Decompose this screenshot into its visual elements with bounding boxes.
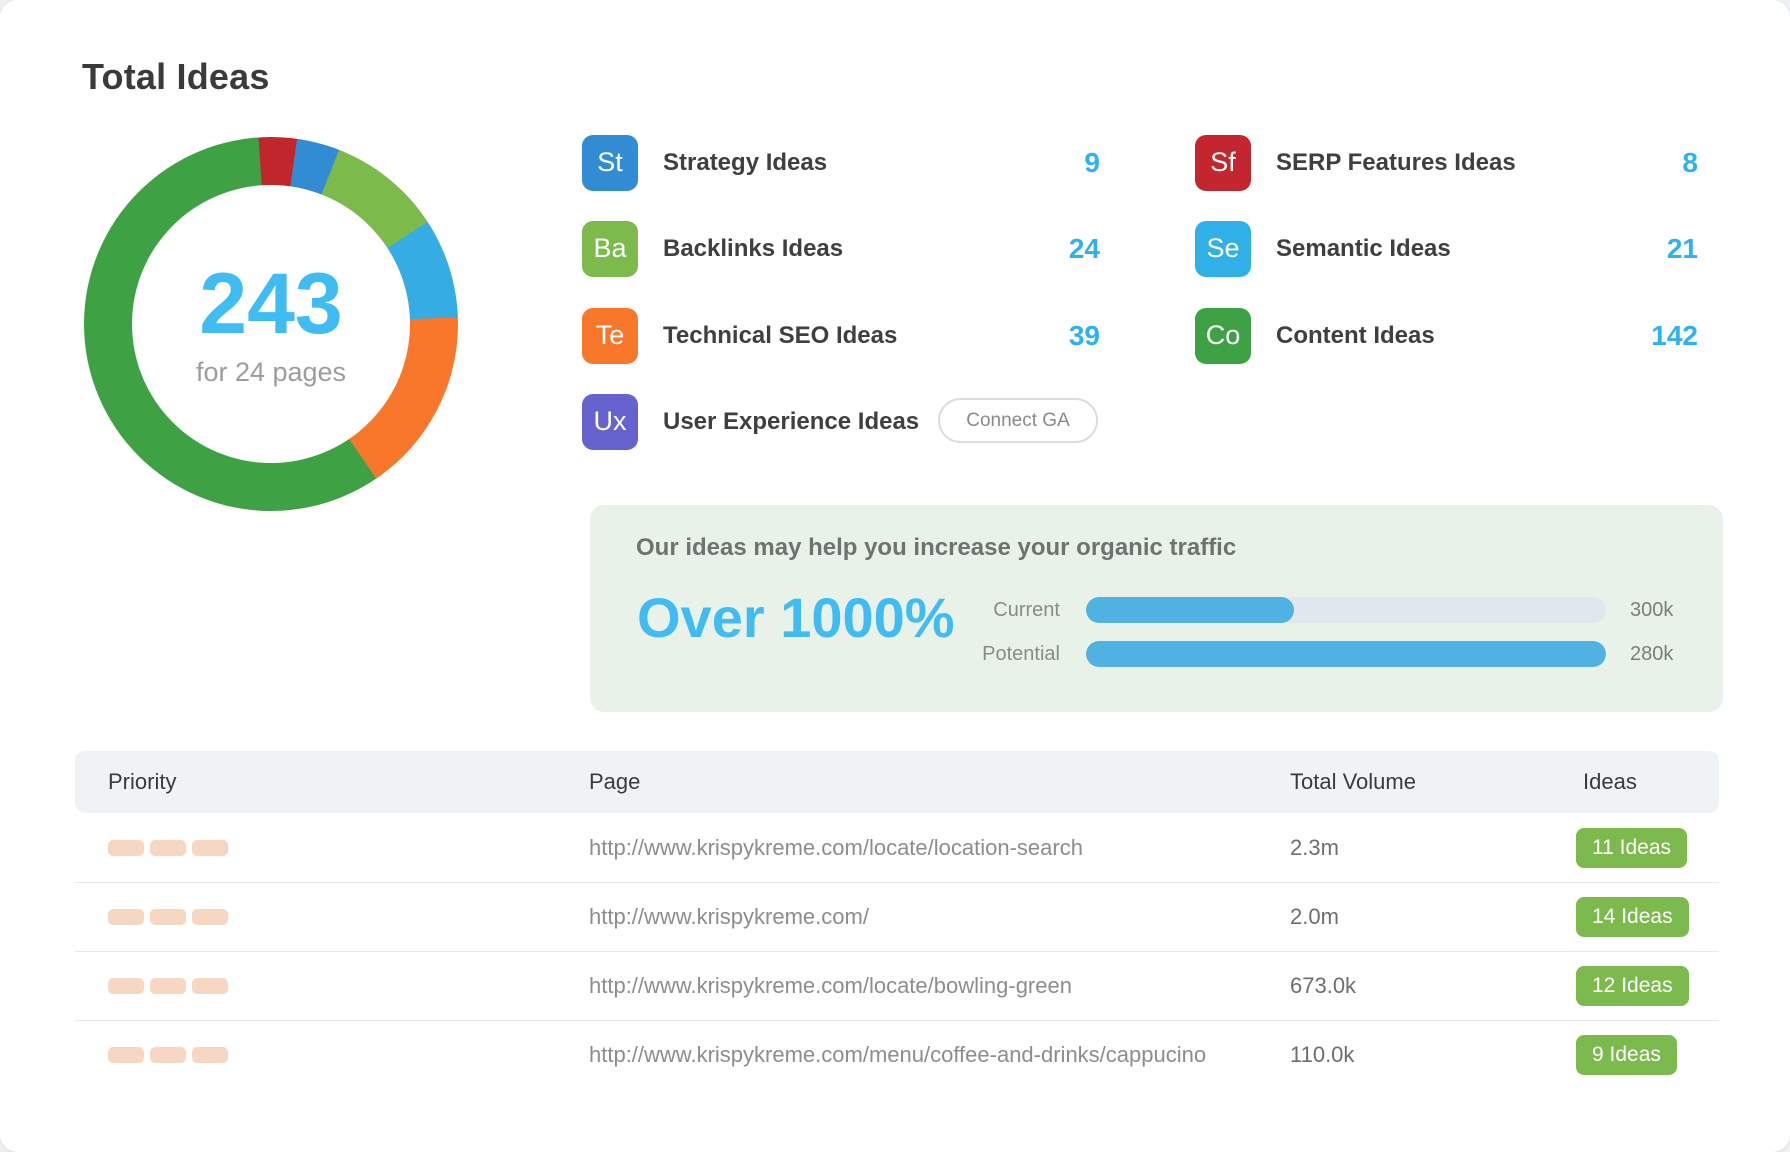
backlinks-icon: Ba bbox=[582, 220, 638, 277]
ideas-badge[interactable]: 14 Ideas bbox=[1576, 896, 1689, 937]
legend-count[interactable]: 24 bbox=[1068, 232, 1100, 264]
content-icon: Co bbox=[1195, 307, 1251, 364]
priority-pill bbox=[150, 977, 186, 994]
priority-pill bbox=[108, 839, 144, 856]
legend-item-strategy: St Strategy Ideas 9 bbox=[582, 134, 1100, 191]
legend-label: Content Ideas bbox=[1276, 321, 1435, 349]
organic-traffic-banner: Our ideas may help you increase your org… bbox=[590, 505, 1723, 712]
potential-bar-value: 280k bbox=[1630, 642, 1674, 665]
table-row: http://www.krispykreme.com/ 2.0m 14 Idea… bbox=[75, 882, 1719, 951]
ideas-donut-chart: 243 for 24 pages bbox=[84, 137, 458, 511]
priority-pill bbox=[192, 908, 228, 925]
priority-pill bbox=[192, 1046, 228, 1063]
current-traffic-bar-row: Current 300k bbox=[960, 597, 1680, 623]
legend-item-semantic: Se Semantic Ideas 21 bbox=[1195, 220, 1698, 277]
row-divider bbox=[75, 951, 1719, 952]
column-header-ideas: Ideas bbox=[1583, 769, 1637, 794]
legend-label: User Experience Ideas bbox=[663, 407, 920, 435]
legend-label: Backlinks Ideas bbox=[663, 234, 844, 262]
page-url[interactable]: http://www.krispykreme.com/locate/bowlin… bbox=[589, 972, 1072, 998]
row-divider bbox=[75, 1020, 1719, 1021]
connect-ga-button[interactable]: Connect GA bbox=[938, 398, 1098, 443]
column-header-page: Page bbox=[589, 769, 641, 794]
column-header-priority: Priority bbox=[108, 769, 177, 794]
potential-traffic-bar-row: Potential 280k bbox=[960, 641, 1680, 667]
legend-count[interactable]: 9 bbox=[1084, 146, 1100, 178]
ideas-badge[interactable]: 11 Ideas bbox=[1576, 827, 1688, 868]
table-header: Priority Page Total Volume Ideas bbox=[75, 751, 1719, 813]
current-bar-value: 300k bbox=[1630, 598, 1674, 621]
table-row: http://www.krispykreme.com/menu/coffee-a… bbox=[75, 1020, 1719, 1089]
legend-item-content: Co Content Ideas 142 bbox=[1195, 307, 1698, 364]
banner-heading: Our ideas may help you increase your org… bbox=[636, 534, 1237, 561]
legend-label: Strategy Ideas bbox=[663, 148, 828, 176]
priority-pill bbox=[150, 1046, 186, 1063]
ideas-cell: 14 Ideas bbox=[1576, 896, 1689, 937]
legend-count[interactable]: 21 bbox=[1666, 232, 1698, 264]
donut-subtitle: for 24 pages bbox=[195, 356, 347, 387]
priority-pill bbox=[108, 908, 144, 925]
legend-item-user-experience: Ux User Experience Ideas bbox=[582, 393, 1100, 450]
legend-label: SERP Features Ideas bbox=[1276, 148, 1516, 176]
priority-pill bbox=[192, 977, 228, 994]
strategy-icon: St bbox=[582, 134, 638, 191]
legend-item-technical-seo: Te Technical SEO Ideas 39 bbox=[582, 307, 1100, 364]
column-header-total-volume: Total Volume bbox=[1290, 769, 1416, 794]
total-volume-value: 2.3m bbox=[1290, 834, 1339, 860]
priority-pill bbox=[108, 1046, 144, 1063]
page-title: Total Ideas bbox=[82, 56, 270, 97]
ideas-badge[interactable]: 9 Ideas bbox=[1576, 1034, 1677, 1075]
priority-pill bbox=[108, 977, 144, 994]
total-volume-value: 673.0k bbox=[1290, 972, 1357, 998]
legend-count[interactable]: 39 bbox=[1068, 319, 1100, 351]
total-volume-value: 2.0m bbox=[1290, 903, 1339, 929]
priority-indicator bbox=[108, 1046, 228, 1063]
ideas-cell: 9 Ideas bbox=[1576, 1034, 1677, 1075]
priority-indicator bbox=[108, 908, 228, 925]
priority-pill bbox=[192, 839, 228, 856]
row-divider bbox=[75, 882, 1719, 883]
legend-item-serp-features: Sf SERP Features Ideas 8 bbox=[1195, 134, 1698, 191]
legend-count[interactable]: 8 bbox=[1682, 146, 1698, 178]
semantic-icon: Se bbox=[1195, 220, 1251, 277]
ideas-cell: 11 Ideas bbox=[1576, 827, 1688, 868]
legend-label: Semantic Ideas bbox=[1276, 234, 1451, 262]
donut-total-count: 243 bbox=[199, 255, 343, 352]
priority-indicator bbox=[108, 839, 228, 856]
potential-bar-label: Potential bbox=[982, 642, 1060, 665]
page-url[interactable]: http://www.krispykreme.com/ bbox=[589, 903, 869, 929]
total-volume-value: 110.0k bbox=[1290, 1041, 1355, 1067]
ideas-cell: 12 Ideas bbox=[1576, 965, 1689, 1006]
banner-highlight: Over 1000% bbox=[637, 586, 955, 649]
serp-features-icon: Sf bbox=[1195, 134, 1251, 191]
current-bar-track bbox=[1086, 597, 1606, 623]
page-url[interactable]: http://www.krispykreme.com/menu/coffee-a… bbox=[589, 1041, 1207, 1067]
page-url[interactable]: http://www.krispykreme.com/locate/locati… bbox=[589, 834, 1083, 860]
user-experience-icon: Ux bbox=[582, 393, 638, 450]
current-bar-label: Current bbox=[993, 598, 1060, 621]
table-row: http://www.krispykreme.com/locate/locati… bbox=[75, 813, 1719, 882]
table-row: http://www.krispykreme.com/locate/bowlin… bbox=[75, 951, 1719, 1020]
current-bar-fill bbox=[1086, 597, 1294, 623]
ideas-badge[interactable]: 12 Ideas bbox=[1576, 965, 1689, 1006]
legend-count[interactable]: 142 bbox=[1651, 319, 1698, 351]
potential-bar-fill bbox=[1086, 641, 1606, 667]
legend-label: Technical SEO Ideas bbox=[663, 321, 898, 349]
priority-indicator bbox=[108, 977, 228, 994]
potential-bar-track bbox=[1086, 641, 1606, 667]
technical-seo-icon: Te bbox=[582, 307, 638, 364]
donut-center: 243 for 24 pages bbox=[132, 185, 410, 463]
legend-item-backlinks: Ba Backlinks Ideas 24 bbox=[582, 220, 1100, 277]
priority-pill bbox=[150, 839, 186, 856]
priority-pill bbox=[150, 908, 186, 925]
